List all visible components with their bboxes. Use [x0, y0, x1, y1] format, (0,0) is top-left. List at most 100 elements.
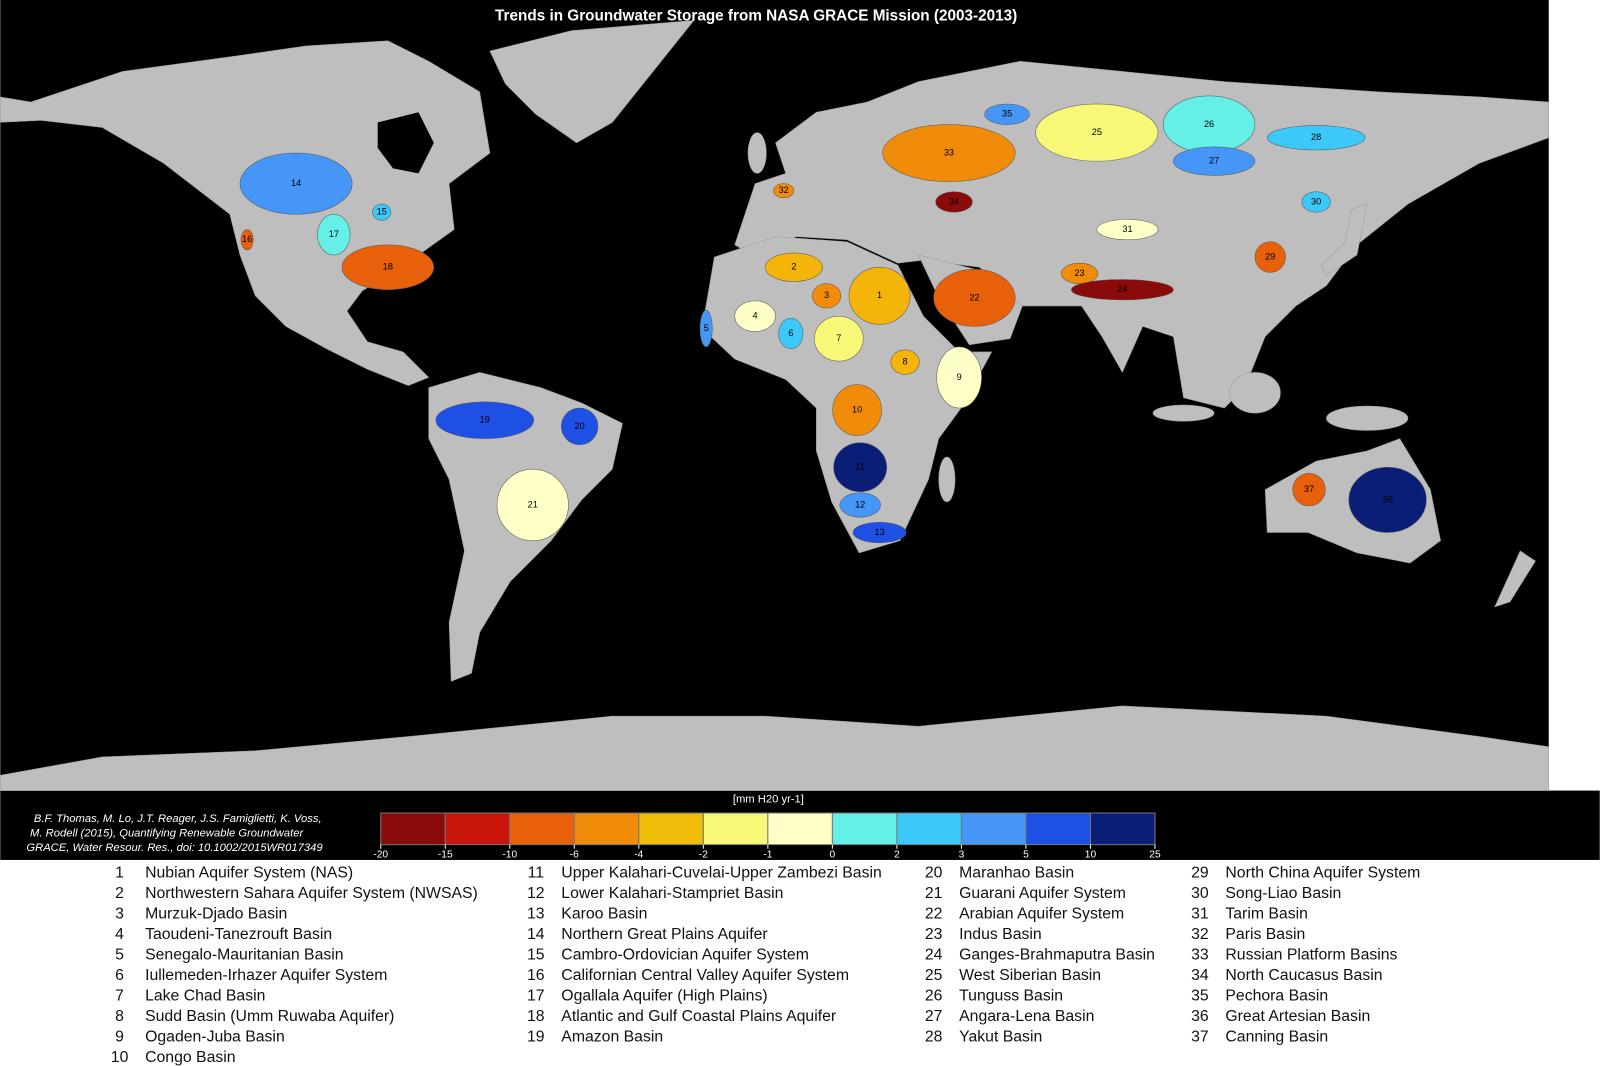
antarctica: [0, 705, 1550, 791]
basin-region: [778, 318, 804, 350]
legend-number: 37: [1191, 1028, 1209, 1045]
north-america: [0, 40, 491, 386]
colorbar-label: [mm H20 yr-1]: [733, 794, 804, 806]
basin-number: 30: [1311, 196, 1321, 206]
basin-number: 18: [383, 262, 393, 272]
legend-number: 30: [1191, 885, 1209, 902]
legend-number: 35: [1191, 987, 1209, 1004]
legend-name: Canning Basin: [1225, 1028, 1328, 1045]
legend-number: 6: [115, 967, 124, 984]
legend-number: 11: [528, 864, 545, 881]
legend-number: 20: [925, 864, 943, 881]
legend-number: 32: [1191, 926, 1209, 943]
colorbar-class: [702, 812, 769, 846]
citation-line: B.F. Thomas, M. Lo, J.T. Reager, J.S. Fa…: [34, 813, 322, 825]
colorbar-tick-label: -10: [502, 850, 517, 861]
basin-number: 12: [855, 499, 865, 509]
basin-region: [341, 244, 435, 290]
basin-number: 28: [1311, 132, 1321, 142]
legend-name: Yakut Basin: [959, 1028, 1042, 1045]
basin-region: [773, 183, 795, 199]
legend-number: 12: [527, 885, 545, 902]
legend-name: Tarim Basin: [1225, 905, 1308, 922]
basin-region: [435, 401, 535, 439]
colorbar-tick-label: 5: [1023, 850, 1029, 861]
basin-number: 34: [949, 196, 959, 206]
basin-number: 19: [480, 415, 490, 425]
colorbar-class: [831, 812, 898, 846]
colorbar-tick-label: -20: [373, 850, 388, 861]
legend-name: Ogallala Aquifer (High Plains): [561, 987, 767, 1004]
basin-number: 13: [874, 527, 884, 537]
legend-name: Cambro-Ordovician Aquifer System: [561, 946, 809, 963]
legend-name: Murzuk-Djado Basin: [145, 905, 287, 922]
legend-name: Song-Liao Basin: [1225, 885, 1341, 902]
basin-region: [1173, 146, 1256, 176]
legend-name: Ogaden-Juba Basin: [145, 1028, 285, 1045]
legend-number: 34: [1191, 967, 1209, 984]
legend-name: North Caucasus Basin: [1225, 967, 1382, 984]
basin-number: 10: [852, 405, 862, 415]
legend-name: Pechora Basin: [1225, 987, 1328, 1004]
legend-number: 10: [111, 1049, 129, 1066]
legend-name: Northern Great Plains Aquifer: [561, 926, 767, 943]
basin-region: [1292, 473, 1326, 507]
colorbar: -20 -15 -10 -6 -4 -2 -1 0 2 3 5 10 25: [373, 812, 1161, 861]
basin-number: 1: [877, 290, 882, 300]
basin-region: [734, 300, 776, 332]
basin-number: 24: [1117, 284, 1127, 294]
legend-name: Senegalo-Mauritanian Basin: [145, 946, 343, 963]
legend-name: Lake Chad Basin: [145, 987, 265, 1004]
legend-number: 16: [527, 967, 545, 984]
legend-number: 21: [925, 885, 943, 902]
legend-number: 22: [925, 905, 943, 922]
basin-region: [1348, 466, 1427, 533]
basin-number: 25: [1092, 127, 1102, 137]
colorbar-tick-label: 3: [959, 850, 965, 861]
basin-region: [372, 203, 392, 221]
legend-name: Tunguss Basin: [959, 987, 1063, 1004]
colorbar-tick-label: 0: [830, 850, 836, 861]
colorbar-class: [1025, 812, 1091, 846]
legend-number: 36: [1191, 1008, 1209, 1025]
citation: B.F. Thomas, M. Lo, J.T. Reager, J.S. Fa…: [26, 813, 323, 854]
legend-number: 1: [115, 864, 124, 881]
hudson-bay: [377, 112, 434, 174]
basin-number: 37: [1304, 484, 1314, 494]
basin-number: 29: [1265, 251, 1275, 261]
basin-region: [890, 349, 920, 375]
basins: 1234567891011121314151617181920212223242…: [239, 95, 1427, 543]
japan: [1320, 203, 1368, 276]
legend-name: North China Aquifer System: [1225, 864, 1420, 881]
basin-region: [1060, 262, 1099, 284]
basin-region: [814, 315, 864, 362]
basin-region: [848, 267, 911, 325]
legend-number: 4: [115, 926, 124, 943]
legend-name: Arabian Aquifer System: [959, 905, 1124, 922]
basin-region: [765, 252, 823, 282]
basin-region: [496, 468, 569, 541]
colorbar-tick-label: -2: [699, 850, 708, 861]
basin-number: 20: [575, 421, 585, 431]
legend-number: 13: [527, 905, 545, 922]
legend-name: Northwestern Sahara Aquifer System (NWSA…: [145, 885, 478, 902]
basin-number: 21: [528, 499, 538, 509]
basin-number: 14: [291, 178, 301, 188]
basin-region: [1035, 103, 1159, 162]
basin-region: [1266, 125, 1366, 151]
basin-number: 3: [824, 290, 829, 300]
legend-name: Atlantic and Gulf Coastal Plains Aquifer: [561, 1008, 836, 1025]
new-zealand: [1494, 550, 1536, 608]
legend-number: 8: [115, 1008, 124, 1025]
legend-number: 25: [925, 967, 943, 984]
basin-region: [561, 407, 599, 446]
legend-name: Upper Kalahari-Cuvelai-Upper Zambezi Bas…: [561, 864, 881, 881]
colorbar-tick-label: -15: [438, 850, 453, 861]
legend-number: 27: [925, 1008, 943, 1025]
legend-name: Angara-Lena Basin: [959, 1008, 1094, 1025]
legend-name: Ganges-Brahmaputra Basin: [959, 946, 1155, 963]
colorbar-class: [896, 812, 962, 846]
basin-region: [239, 152, 353, 215]
